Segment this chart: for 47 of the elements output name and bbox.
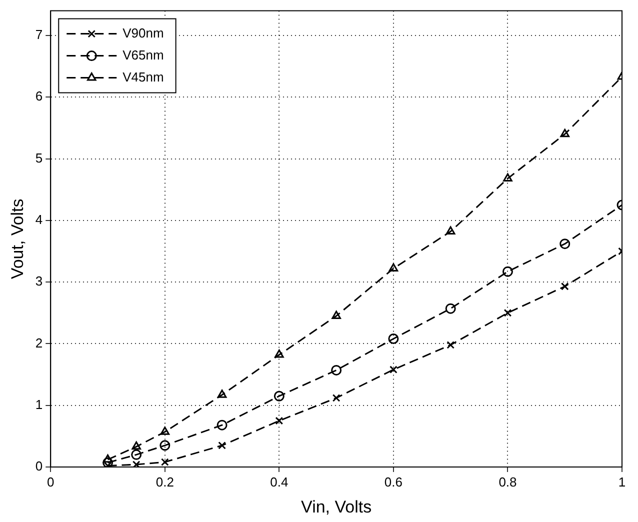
point: [560, 238, 570, 250]
y-tick-label: 0: [35, 458, 43, 474]
x-tick-label: 0.6: [384, 474, 402, 490]
point: [274, 350, 284, 358]
y-tick-label: 3: [35, 274, 43, 289]
legend-label: V45nm: [122, 69, 164, 84]
point: [160, 458, 169, 466]
point: [331, 364, 342, 376]
point: [132, 441, 141, 450]
y-tick-label: 1: [35, 396, 43, 412]
y-tick-label: 4: [35, 212, 43, 227]
point: [503, 173, 512, 182]
x-tick-label: 1: [618, 474, 626, 490]
point: [216, 420, 228, 430]
point: [131, 449, 142, 460]
point: [502, 266, 513, 277]
x-axis-title: Vin, Volts: [301, 497, 372, 516]
y-tick-label: 5: [35, 150, 43, 166]
point: [275, 416, 284, 425]
point: [132, 460, 140, 467]
point: [332, 394, 340, 402]
point: [160, 440, 170, 451]
point: [560, 282, 569, 290]
point: [446, 341, 455, 349]
y-tick-label: 6: [35, 88, 43, 104]
x-tick-label: 0.2: [156, 474, 174, 490]
point: [218, 441, 226, 450]
y-tick-label: 2: [35, 335, 43, 350]
legend-label: V65nm: [122, 47, 164, 62]
x-tick-label: 0.8: [498, 474, 517, 490]
point: [217, 390, 227, 398]
x-tick-label: 0.4: [270, 474, 288, 490]
point: [103, 454, 112, 463]
point: [274, 390, 284, 402]
legend-label: V90nm: [122, 25, 164, 40]
point: [160, 426, 170, 435]
x-tick-label: 0: [47, 474, 54, 490]
point: [446, 226, 456, 234]
point: [560, 128, 570, 138]
y-tick-label: 7: [35, 27, 43, 42]
point: [388, 334, 399, 344]
point: [332, 310, 341, 319]
point: [445, 303, 456, 314]
y-axis-title: Vout, Volts: [8, 198, 27, 280]
point: [504, 308, 512, 317]
point: [390, 366, 398, 374]
point: [388, 263, 398, 272]
